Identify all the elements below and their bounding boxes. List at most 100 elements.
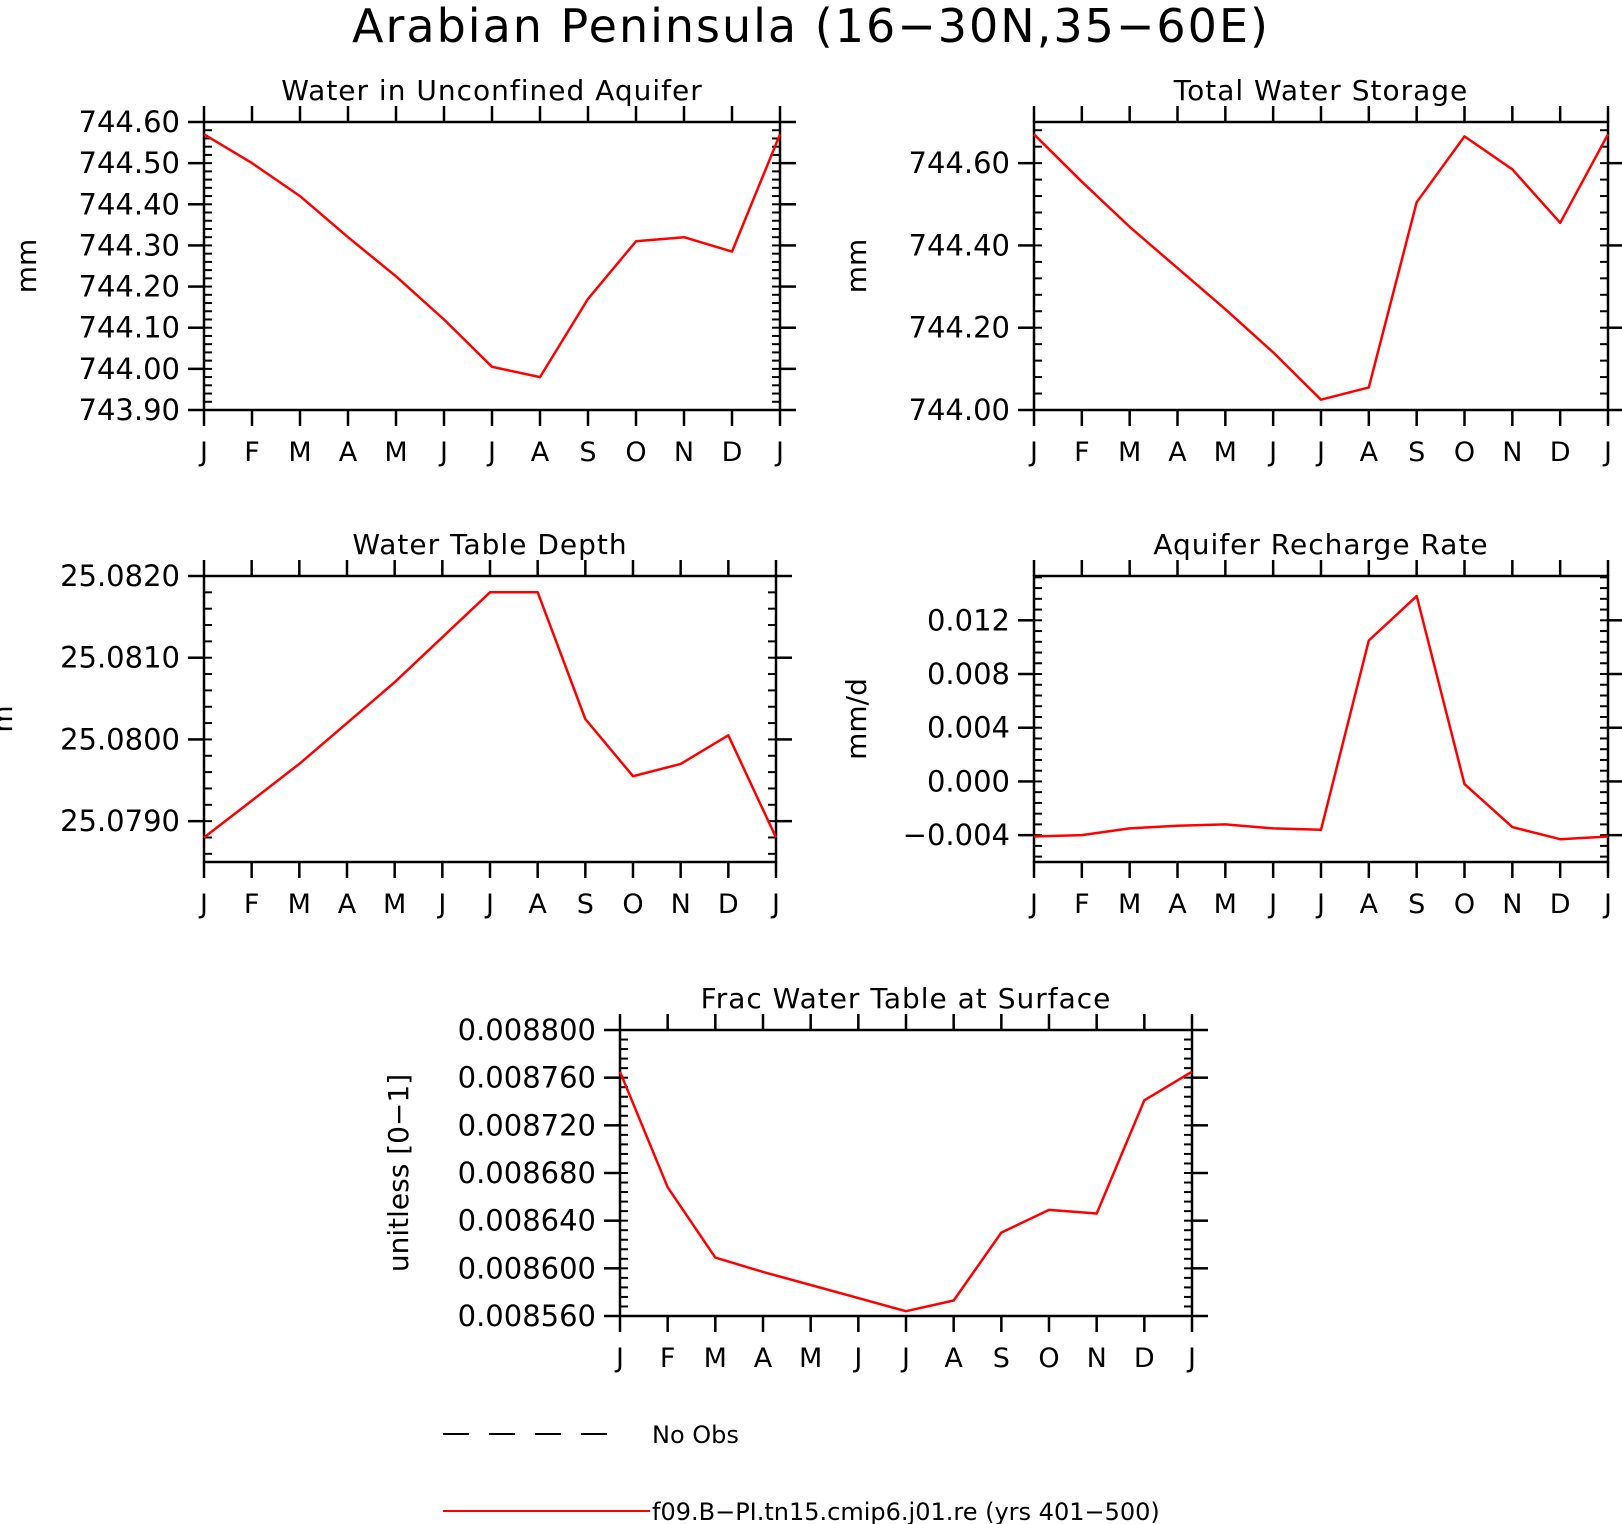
x-tick-label: J <box>436 889 446 920</box>
x-tick-label: D <box>718 889 739 920</box>
series-line <box>618 1070 1193 1313</box>
y-tick-label: 744.40 <box>79 187 180 221</box>
y-tick-label: 744.60 <box>79 105 180 139</box>
x-tick-label: J <box>900 1343 910 1374</box>
x-tick-label: A <box>339 437 358 468</box>
y-tick-label: 743.90 <box>79 393 180 427</box>
legend-label-model-run: f09.B−PI.tn15.cmip6.j01.re (yrs 401−500) <box>652 1498 1160 1524</box>
y-tick-label: 25.0790 <box>60 804 180 838</box>
y-tick-label: 0.008 <box>927 657 1010 691</box>
y-tick-label: 0.008760 <box>458 1061 596 1095</box>
x-tick-label: F <box>244 889 260 920</box>
plot-frame <box>1032 574 1610 864</box>
x-tick-label: M <box>1214 889 1237 920</box>
x-tick-label: M <box>1118 889 1141 920</box>
y-tick-label: 25.0820 <box>60 559 180 593</box>
x-tick-label: J <box>1028 889 1038 920</box>
x-tick-label: F <box>1074 889 1090 920</box>
panel-title: Water Table Depth <box>352 528 627 561</box>
panel-title: Frac Water Table at Surface <box>701 982 1112 1015</box>
x-tick-label: D <box>1550 437 1571 468</box>
x-tick-label: A <box>338 889 357 920</box>
y-tick-label: 744.20 <box>909 311 1010 345</box>
x-tick-label: O <box>1454 437 1475 468</box>
y-tick-label: 0.004 <box>927 711 1010 745</box>
page-title: Arabian Peninsula (16−30N,35−60E) <box>352 0 1270 53</box>
x-tick-label: A <box>531 437 550 468</box>
y-tick-label: 0.008720 <box>458 1108 596 1142</box>
y-tick-label: 0.012 <box>927 603 1010 637</box>
x-tick-label: J <box>438 437 448 468</box>
x-tick-label: J <box>1602 437 1612 468</box>
y-tick-label: 744.50 <box>79 146 180 180</box>
x-tick-label: M <box>288 437 311 468</box>
plot-frame <box>618 1028 1194 1318</box>
x-tick-label: J <box>774 437 784 468</box>
x-tick-label: J <box>198 889 208 920</box>
x-tick-label: S <box>1408 889 1425 920</box>
series-line <box>1033 594 1609 841</box>
legend-label-no-obs: No Obs <box>652 1421 739 1449</box>
y-tick-label: 744.00 <box>909 393 1010 427</box>
legend: No Obs f09.B−PI.tn15.cmip6.j01.re (yrs 4… <box>443 1421 1160 1524</box>
panel-title: Water in Unconfined Aquifer <box>281 74 702 107</box>
x-tick-label: N <box>671 889 691 920</box>
x-tick-label: J <box>198 437 208 468</box>
x-tick-label: J <box>614 1343 624 1374</box>
x-tick-label: J <box>1267 889 1277 920</box>
y-tick-label: −0.004 <box>903 818 1010 852</box>
y-axis-label: mm/d <box>840 678 873 760</box>
y-axis-label: mm <box>840 239 873 294</box>
y-axis-label: mm <box>10 239 43 294</box>
panel-water-table-depth: Water Table DepthmJFMAMJJASONDJ25.079025… <box>0 528 792 920</box>
plot-frame <box>1032 120 1610 412</box>
y-tick-label: 0.000 <box>927 764 1010 798</box>
y-tick-label: 0.008600 <box>458 1251 596 1285</box>
x-tick-label: O <box>1454 889 1475 920</box>
x-tick-label: J <box>1315 889 1325 920</box>
panel-title: Aquifer Recharge Rate <box>1153 528 1488 561</box>
x-tick-label: A <box>1168 437 1187 468</box>
y-tick-label: 744.00 <box>79 352 180 386</box>
x-tick-label: S <box>1408 437 1425 468</box>
x-tick-label: A <box>528 889 547 920</box>
x-tick-label: S <box>577 889 594 920</box>
y-tick-label: 0.008800 <box>458 1013 596 1047</box>
y-tick-label: 25.0800 <box>60 722 180 756</box>
x-tick-label: M <box>799 1343 822 1374</box>
x-tick-label: D <box>1550 889 1571 920</box>
x-tick-label: S <box>993 1343 1010 1374</box>
x-tick-label: A <box>1360 437 1379 468</box>
x-tick-label: N <box>1502 437 1522 468</box>
x-tick-label: M <box>288 889 311 920</box>
x-tick-label: O <box>1038 1343 1059 1374</box>
x-tick-label: M <box>704 1343 727 1374</box>
x-tick-label: J <box>852 1343 862 1374</box>
x-tick-label: A <box>1168 889 1187 920</box>
x-tick-label: D <box>1134 1343 1155 1374</box>
series-line <box>203 133 782 379</box>
x-tick-label: M <box>1214 437 1237 468</box>
x-tick-label: F <box>1074 437 1090 468</box>
x-tick-label: D <box>722 437 743 468</box>
y-tick-label: 0.008560 <box>458 1299 596 1333</box>
x-tick-label: J <box>484 889 494 920</box>
x-tick-label: O <box>625 437 646 468</box>
y-axis-label: unitless [0−1] <box>382 1074 415 1272</box>
panel-frac-water-table-at-surface: Frac Water Table at Surface unitless [0−1… <box>382 982 1208 1374</box>
x-tick-label: A <box>944 1343 963 1374</box>
x-tick-label: J <box>486 437 496 468</box>
x-tick-label: O <box>622 889 643 920</box>
x-tick-label: J <box>1315 437 1325 468</box>
x-tick-label: J <box>1602 889 1612 920</box>
x-tick-label: J <box>1267 437 1277 468</box>
x-tick-label: M <box>384 437 407 468</box>
x-tick-label: S <box>579 437 596 468</box>
y-tick-label: 744.30 <box>79 228 180 262</box>
y-tick-label: 744.40 <box>909 228 1010 262</box>
x-tick-label: F <box>660 1343 676 1374</box>
